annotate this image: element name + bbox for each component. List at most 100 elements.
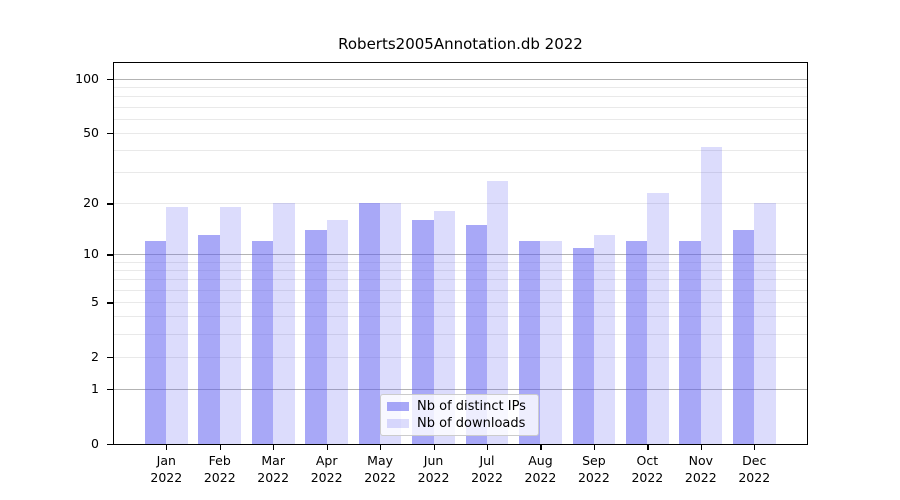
y-tick-label: 10 xyxy=(83,246,99,262)
x-tick-month: Aug xyxy=(528,453,553,468)
bar xyxy=(412,220,434,444)
legend-row: Nb of downloads xyxy=(387,415,532,432)
x-tick-year: 2022 xyxy=(310,469,343,485)
bar xyxy=(700,146,723,444)
x-tick-label: Jul 2022 xyxy=(455,453,519,486)
x-tick-year: 2022 xyxy=(203,469,236,485)
x-tick-year: 2022 xyxy=(257,469,290,485)
x-tick-mark xyxy=(647,445,649,450)
x-tick-mark xyxy=(166,445,168,450)
bar xyxy=(679,241,701,444)
legend-label: Nb of distinct IPs xyxy=(417,399,526,414)
y-gridline xyxy=(114,269,807,271)
x-tick-mark xyxy=(540,445,542,450)
x-tick-month: Jun xyxy=(423,453,444,468)
x-tick-year: 2022 xyxy=(150,469,183,485)
x-tick-label: Sep 2022 xyxy=(562,453,626,486)
x-tick-label: Mar 2022 xyxy=(241,453,305,486)
x-tick-year: 2022 xyxy=(364,469,396,485)
bar xyxy=(540,241,562,444)
x-tick-month: Jul xyxy=(479,453,495,468)
x-tick-month: Apr xyxy=(315,453,338,468)
y-gridline xyxy=(114,202,807,204)
bar xyxy=(326,220,349,444)
bar xyxy=(519,241,541,444)
x-tick-mark xyxy=(219,445,221,450)
x-tick-month: May xyxy=(367,453,394,468)
x-tick-mark xyxy=(593,445,596,450)
x-tick-label: Oct 2022 xyxy=(615,453,679,486)
bar xyxy=(219,207,242,444)
y-gridline xyxy=(114,356,807,358)
x-tick-mark xyxy=(273,445,275,450)
bar xyxy=(647,192,669,444)
bar xyxy=(273,203,295,444)
y-tick-label: 100 xyxy=(75,71,99,87)
x-tick-year: 2022 xyxy=(684,469,717,485)
bar xyxy=(166,207,188,444)
y-gridline xyxy=(114,106,807,108)
x-tick-label: Nov 2022 xyxy=(669,453,733,486)
chart-title: Roberts2005Annotation.db 2022 xyxy=(338,35,583,53)
x-tick-mark xyxy=(433,445,435,450)
bar xyxy=(358,203,381,444)
y-tick-label: 1 xyxy=(91,381,99,397)
x-tick-month: Nov xyxy=(688,453,713,468)
x-tick-month: Oct xyxy=(636,453,659,468)
y-gridline xyxy=(114,388,807,390)
x-tick-year: 2022 xyxy=(524,469,557,485)
y-gridline xyxy=(114,172,807,174)
y-gridline xyxy=(114,279,807,281)
y-tick-mark xyxy=(107,133,113,135)
x-tick-label: Jun 2022 xyxy=(402,453,466,486)
x-axis: Jan 2022 Feb 2022 Mar 2022 Apr 2022 May 2022 Jun 20… xyxy=(113,445,808,497)
legend-swatch xyxy=(387,402,409,411)
bar xyxy=(144,241,167,444)
y-tick-mark xyxy=(107,444,113,446)
x-tick-mark xyxy=(380,445,382,450)
x-tick-year: 2022 xyxy=(471,469,503,485)
bar xyxy=(433,211,455,444)
y-gridline xyxy=(114,253,807,255)
y-gridline xyxy=(114,86,807,88)
y-gridline xyxy=(114,78,807,80)
plot-area: Nb of distinct IPs Nb of downloads xyxy=(113,62,808,445)
x-tick-year: 2022 xyxy=(738,469,771,485)
bar xyxy=(198,235,220,444)
y-tick-label: 5 xyxy=(91,294,99,310)
y-tick-mark xyxy=(107,302,113,304)
bar xyxy=(380,203,402,444)
x-tick-label: May 2022 xyxy=(348,453,412,486)
x-tick-mark xyxy=(487,445,489,450)
bar xyxy=(487,180,509,444)
y-gridline xyxy=(114,96,807,98)
y-tick-label: 2 xyxy=(91,349,99,365)
bar xyxy=(465,224,487,444)
x-tick-year: 2022 xyxy=(577,469,610,485)
legend: Nb of distinct IPs Nb of downloads xyxy=(380,394,539,436)
x-tick-month: Sep xyxy=(582,453,606,468)
y-tick-mark xyxy=(107,203,113,205)
x-tick-year: 2022 xyxy=(417,469,450,485)
y-gridline xyxy=(114,118,807,120)
y-gridline xyxy=(114,301,807,303)
x-tick-year: 2022 xyxy=(631,469,664,485)
legend-label: Nb of downloads xyxy=(417,416,526,431)
bar xyxy=(251,241,274,444)
bar xyxy=(625,241,648,444)
x-tick-month: Mar xyxy=(261,453,285,468)
x-tick-mark xyxy=(326,445,328,450)
y-gridline xyxy=(114,316,807,318)
x-tick-month: Jan xyxy=(156,453,176,468)
y-tick-mark xyxy=(107,254,113,256)
y-tick-label: 0 xyxy=(91,436,99,451)
x-tick-label: Aug 2022 xyxy=(508,453,572,486)
y-gridline xyxy=(114,289,807,291)
y-gridline xyxy=(114,149,807,151)
bar xyxy=(732,229,755,444)
x-tick-label: Dec 2022 xyxy=(722,453,786,486)
bar xyxy=(754,203,776,444)
x-tick-label: Apr 2022 xyxy=(295,453,359,486)
y-tick-mark xyxy=(107,357,113,359)
